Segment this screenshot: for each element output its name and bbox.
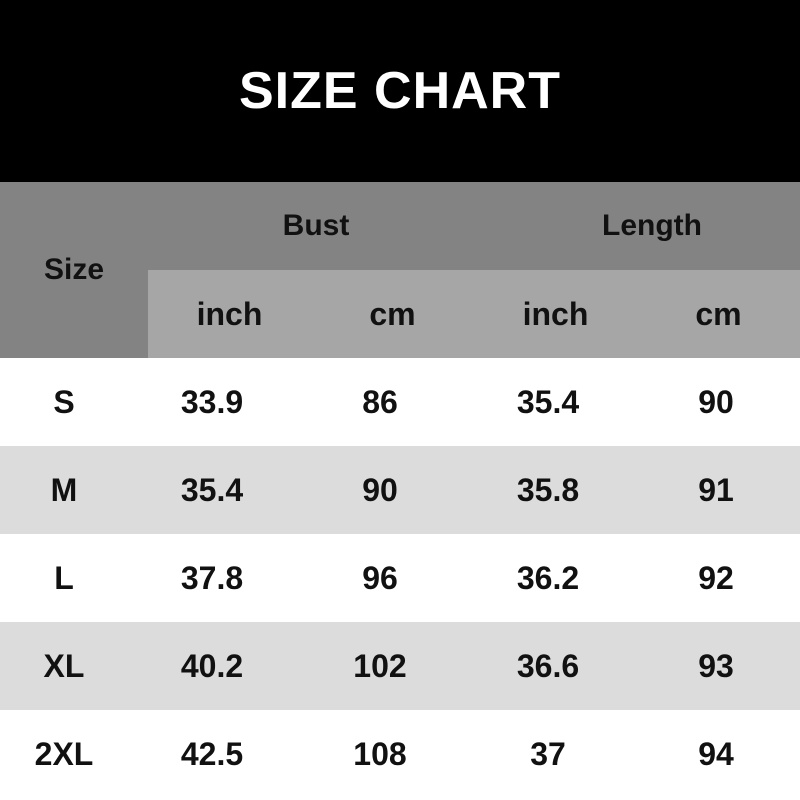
size-column-header: Size (43, 253, 105, 286)
size-cell: M (50, 471, 78, 508)
value-cell: 86 (362, 383, 398, 420)
value-cell: 40.2 (180, 647, 244, 684)
value-cell: 37 (530, 735, 566, 772)
table-row: 2XL 42.5 108 37 94 (0, 710, 800, 798)
value-cell: 90 (698, 383, 734, 420)
bust-group-header: Bust (282, 209, 350, 242)
value-cell: 102 (353, 647, 407, 684)
value-cell: 33.9 (180, 383, 244, 420)
table-row: XL 40.2 102 36.6 93 (0, 622, 800, 710)
value-cell: 35.4 (180, 471, 244, 508)
table-row: S 33.9 86 35.4 90 (0, 358, 800, 446)
value-cell: 90 (362, 471, 398, 508)
value-cell: 96 (362, 559, 398, 596)
value-cell: 35.4 (516, 383, 580, 420)
table-body: S 33.9 86 35.4 90 M 35.4 90 35.8 91 L 37.8 96 36.2 92 X… (0, 358, 800, 798)
table-row: M 35.4 90 35.8 91 (0, 446, 800, 534)
value-cell: 42.5 (180, 735, 244, 772)
value-cell: 92 (698, 559, 734, 596)
value-cell: 36.6 (516, 647, 580, 684)
value-cell: 35.8 (516, 471, 580, 508)
page-title: SIZE CHART (0, 0, 800, 182)
table-row: L 37.8 96 36.2 92 (0, 534, 800, 622)
value-cell: 36.2 (516, 559, 580, 596)
unit-header: cm (369, 295, 416, 332)
unit-header-row: inch cm inch cm (148, 270, 800, 358)
size-cell: XL (43, 647, 85, 684)
size-cell: 2XL (34, 735, 94, 772)
value-cell: 94 (698, 735, 734, 772)
value-cell: 91 (698, 471, 734, 508)
unit-header: inch (196, 295, 263, 332)
value-cell: 37.8 (180, 559, 244, 596)
unit-header: cm (695, 295, 742, 332)
unit-header: inch (522, 295, 589, 332)
value-cell: 93 (698, 647, 734, 684)
size-cell: L (54, 559, 74, 596)
length-group-header: Length (602, 209, 702, 242)
value-cell: 108 (353, 735, 407, 772)
size-cell: S (53, 383, 75, 420)
table-header: Size Bust Length inch cm inch cm (0, 182, 800, 358)
